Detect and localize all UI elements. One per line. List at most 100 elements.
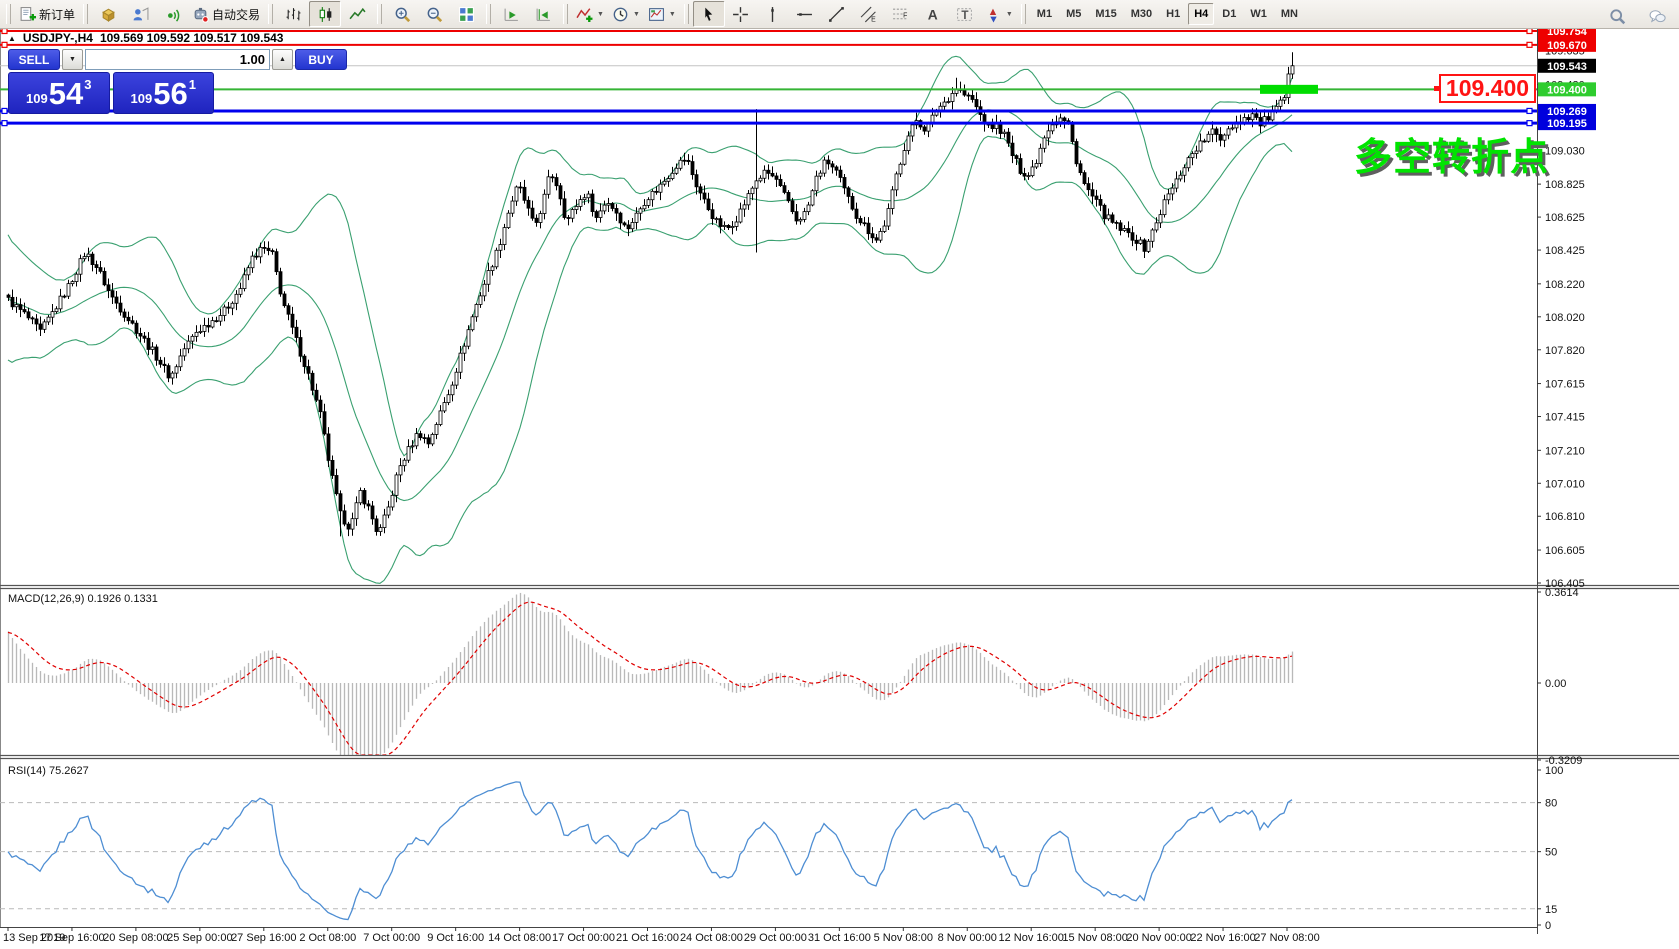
timeframe-m5-button[interactable]: M5 (1066, 8, 1082, 20)
bid-price-tile[interactable]: 109 54 3 (8, 72, 110, 114)
svg-text:108.220: 108.220 (1545, 279, 1585, 291)
zoom-out-button[interactable] (418, 1, 450, 27)
toolbar-grip[interactable] (377, 4, 383, 24)
indicator-plus-icon (576, 7, 593, 22)
trendline-button[interactable] (821, 1, 853, 27)
autotrading-button[interactable]: 自动交易 (188, 1, 264, 27)
candle-chart-button[interactable] (309, 1, 342, 27)
cursor-button[interactable] (692, 1, 725, 27)
spinner-up-icon: ▲ (279, 56, 286, 63)
timeframe-d1-button[interactable]: D1 (1222, 8, 1237, 20)
candlesticks (6, 52, 1295, 537)
templates-button[interactable]: ▼ (644, 1, 680, 27)
svg-text:27 Sep 16:00: 27 Sep 16:00 (231, 932, 296, 944)
svg-text:108.425: 108.425 (1545, 245, 1585, 257)
crosshair-icon (733, 6, 749, 22)
strategy-tester-button[interactable] (124, 1, 156, 27)
arrows-icon (989, 8, 997, 22)
svg-text:108.020: 108.020 (1545, 312, 1585, 324)
search-button[interactable] (1601, 3, 1633, 29)
zoom-in-button[interactable] (386, 1, 418, 27)
auto-scroll-button[interactable] (495, 1, 527, 27)
svg-text:0.3614: 0.3614 (1545, 587, 1579, 599)
svg-text:109.400: 109.400 (1547, 84, 1587, 96)
svg-text:109.195: 109.195 (1547, 118, 1587, 130)
price-annotation-text: 109.400 (1445, 75, 1530, 101)
candles-icon (319, 6, 331, 22)
svg-text:107.820: 107.820 (1545, 345, 1585, 357)
signals-button[interactable] (156, 1, 188, 27)
periods-button[interactable]: ▼ (608, 1, 644, 27)
chevron-down-icon[interactable]: ▼ (668, 10, 676, 18)
turning-point-note[interactable]: 多空转折点 (1354, 137, 1550, 179)
bid-big-figure: 109 (26, 90, 48, 106)
volume-up-button[interactable]: ▲ (272, 49, 293, 70)
chevron-down-icon[interactable]: ▼ (1005, 10, 1013, 18)
ask-pipette: 1 (188, 76, 196, 92)
fibonacci-button[interactable]: F (885, 1, 917, 27)
text-label-button[interactable]: T (949, 1, 981, 27)
toolbar-grip[interactable] (268, 4, 274, 24)
equidistant-channel-button[interactable]: E (853, 1, 885, 27)
toolbar-grip[interactable] (6, 4, 11, 24)
toolbar-grip[interactable] (1020, 4, 1026, 24)
svg-text:12 Nov 16:00: 12 Nov 16:00 (998, 932, 1063, 944)
price-annotation-box[interactable]: 109.400 (1434, 74, 1536, 103)
bar-chart-button[interactable] (277, 1, 309, 27)
svg-text:109.754: 109.754 (1547, 26, 1588, 38)
svg-text:9 Oct 16:00: 9 Oct 16:00 (427, 932, 484, 944)
svg-text:T: T (962, 8, 969, 21)
chart-shift-button[interactable] (527, 1, 559, 27)
chevron-down-icon[interactable]: ▼ (632, 10, 640, 18)
timeframe-m15-button[interactable]: M15 (1095, 8, 1117, 20)
chevron-down-icon[interactable]: ▼ (597, 10, 604, 18)
toolbar-right (1601, 3, 1673, 29)
market-watch-button[interactable] (92, 1, 124, 27)
toolbar-grip[interactable] (683, 4, 689, 24)
price-badges: 109.754 109.670 109.543 109.400 109.269109.1… (1538, 24, 1596, 131)
toolbar-grip[interactable] (563, 4, 569, 24)
collapse-panel-icon[interactable]: ▲ (8, 33, 16, 43)
chat-button[interactable] (1641, 3, 1673, 29)
arrows-button[interactable]: ▼ (981, 1, 1017, 27)
toolbar-grip[interactable] (486, 4, 492, 24)
robot-icon (194, 7, 209, 23)
svg-text:107.615: 107.615 (1545, 379, 1585, 391)
person-chart-icon (133, 6, 148, 20)
label-t-icon: T (957, 7, 973, 21)
ask-price-tile[interactable]: 109 56 1 (112, 72, 214, 114)
clock-icon (613, 7, 628, 21)
svg-text:109.030: 109.030 (1545, 145, 1585, 157)
svg-text:109.269: 109.269 (1547, 106, 1587, 118)
line-chart-button[interactable] (341, 1, 373, 27)
price-axis: 109.635109.430109.030108.825108.625108.4… (1537, 46, 1585, 932)
zoom-out-icon (427, 7, 442, 22)
svg-text:108.625: 108.625 (1545, 212, 1585, 224)
timeframe-h1-button[interactable]: H1 (1166, 8, 1181, 20)
bars-icon (286, 7, 300, 20)
volume-input[interactable] (85, 49, 270, 70)
indicators-button[interactable]: ▼ (572, 1, 608, 27)
vertical-line-button[interactable] (757, 1, 789, 27)
level-lines[interactable] (0, 27, 1537, 127)
timeframe-h4-button[interactable]: H4 (1188, 3, 1215, 25)
timeframe-mn-button[interactable]: MN (1280, 8, 1298, 20)
buy-button[interactable]: BUY (295, 49, 347, 70)
annotation-handle[interactable] (1434, 86, 1439, 91)
svg-text:109.543: 109.543 (1547, 61, 1587, 73)
sell-button[interactable]: SELL (8, 49, 60, 70)
horizontal-line-button[interactable] (789, 1, 821, 27)
new-order-button[interactable]: 新订单 (15, 1, 79, 27)
timeframe-w1-button[interactable]: W1 (1250, 8, 1267, 20)
crosshair-button[interactable] (725, 1, 757, 27)
timeframe-m1-button[interactable]: M1 (1036, 8, 1053, 20)
timeframe-m30-button[interactable]: M30 (1130, 8, 1153, 20)
text-button[interactable]: A (917, 1, 949, 27)
toolbar-grip[interactable] (83, 4, 89, 24)
tile-windows-button[interactable] (450, 1, 482, 27)
svg-text:F: F (904, 12, 908, 19)
svg-text:13 Sep 2019: 13 Sep 2019 (3, 932, 65, 944)
channel-icon: E (861, 6, 877, 23)
volume-down-button[interactable]: ▼ (62, 49, 83, 70)
